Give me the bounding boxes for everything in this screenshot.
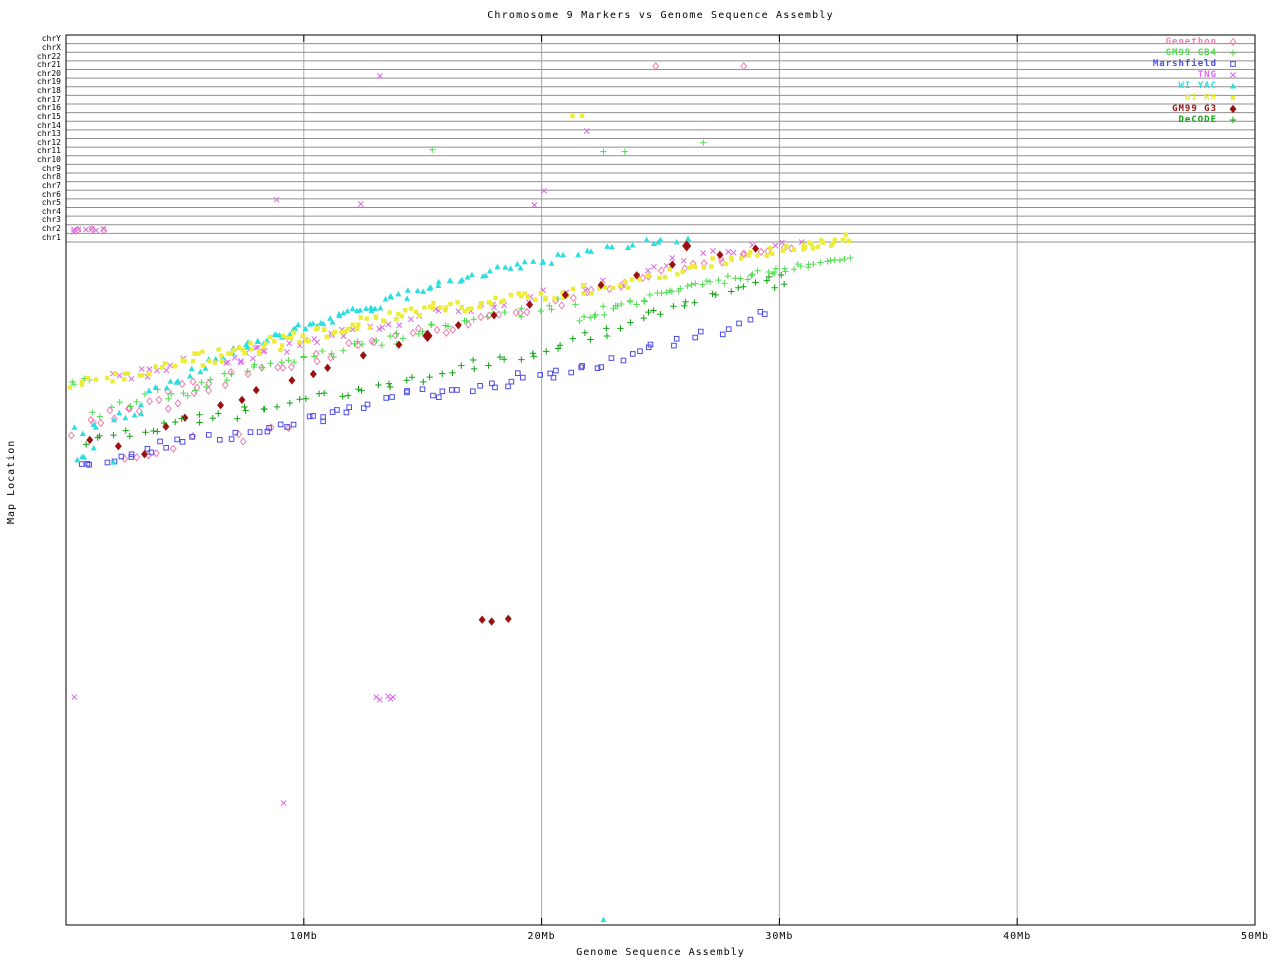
chart-title: Chromosome 9 Markers vs Genome Sequence … bbox=[487, 10, 834, 21]
legend-label: WI YAC bbox=[1178, 81, 1217, 92]
legend-item-wi-rh: WI RH bbox=[1153, 92, 1242, 103]
legend-label: Marshfield bbox=[1152, 58, 1217, 69]
x-axis-tick-label: 10Mb bbox=[289, 931, 318, 942]
y-axis-chrom-label: chr22 bbox=[36, 51, 61, 61]
legend-label: GM99 GB4 bbox=[1165, 47, 1217, 58]
legend-label: DeCODE bbox=[1178, 114, 1217, 125]
legend: Genethon GM99 GB4 Marshfield TNG WI YAC WI RH… bbox=[1153, 36, 1242, 126]
x-axis-label: Genome Sequence Assembly bbox=[576, 947, 745, 958]
legend-marker-icon bbox=[1230, 61, 1236, 67]
y-axis-chrom-label: chr20 bbox=[36, 68, 61, 78]
legend-marker-icon bbox=[1229, 49, 1237, 56]
y-axis-chrom-label: chr10 bbox=[36, 155, 61, 165]
legend-marker-icon bbox=[1229, 116, 1237, 124]
series-tng bbox=[70, 72, 805, 807]
y-axis-chrom-label: chr19 bbox=[36, 77, 61, 87]
legend-marker-icon bbox=[1230, 95, 1236, 100]
x-axis-tick-label: 40Mb bbox=[1003, 931, 1032, 942]
y-axis-chrom-label: chr5 bbox=[41, 198, 61, 208]
x-axis-tick-label: 50Mb bbox=[1240, 931, 1270, 942]
legend-label: Genethon bbox=[1165, 36, 1217, 47]
legend-label: GM99 G3 bbox=[1172, 103, 1217, 114]
legend-item-wi-yac: WI YAC bbox=[1153, 81, 1242, 92]
legend-item-gm99-gb4: GM99 GB4 bbox=[1153, 47, 1242, 58]
legend-label: WI RH bbox=[1184, 92, 1217, 103]
series-gm99-g3 bbox=[86, 240, 760, 626]
legend-item-tng: TNG bbox=[1153, 70, 1242, 81]
legend-item-gm99-g3: GM99 G3 bbox=[1153, 103, 1242, 114]
y-axis-chrom-label: chr21 bbox=[36, 60, 61, 70]
y-axis-chrom-label: chr17 bbox=[36, 94, 61, 104]
y-axis-chrom-label: chr18 bbox=[36, 86, 61, 96]
legend-item-genethon: Genethon bbox=[1153, 36, 1242, 47]
y-axis-chrom-label: chr9 bbox=[41, 163, 61, 173]
legend-marker-icon bbox=[1230, 72, 1236, 79]
y-axis-chrom-label: chr13 bbox=[36, 129, 61, 139]
y-axis-chrom-label: chr6 bbox=[41, 189, 61, 199]
y-axis-chrom-label: chr2 bbox=[41, 224, 61, 234]
x-axis-tick-label: 30Mb bbox=[765, 931, 794, 942]
y-axis-chrom-label: chr16 bbox=[36, 103, 61, 113]
y-axis-chrom-label: chr8 bbox=[41, 172, 61, 182]
series-marshfield bbox=[78, 308, 768, 468]
legend-marker-icon bbox=[1229, 104, 1237, 113]
y-axis-chrom-label: chr1 bbox=[41, 232, 61, 242]
y-axis-chrom-label: chr7 bbox=[41, 180, 61, 190]
y-axis-chrom-label: chr4 bbox=[41, 206, 61, 216]
series-wi-rh bbox=[67, 113, 851, 390]
y-axis-chrom-label: chr3 bbox=[41, 215, 61, 225]
legend-item-marshfield: Marshfield bbox=[1153, 58, 1242, 69]
legend-marker-icon bbox=[1229, 37, 1237, 46]
y-axis-chrom-label: chr12 bbox=[36, 137, 61, 147]
series-decode bbox=[82, 271, 788, 448]
y-axis-chrom-label: chr15 bbox=[36, 111, 61, 121]
y-axis-chrom-label: chr14 bbox=[36, 120, 61, 130]
x-axis-tick-label: 20Mb bbox=[527, 931, 556, 942]
legend-marker-icon bbox=[1230, 83, 1236, 89]
y-axis-chrom-label: chrY bbox=[41, 34, 61, 44]
y-axis-chrom-label: chr11 bbox=[36, 146, 61, 156]
y-axis-chrom-label: chrX bbox=[41, 42, 61, 52]
legend-label: TNG bbox=[1197, 70, 1217, 81]
series-gm99-gb4 bbox=[69, 139, 854, 420]
series-wi-yac bbox=[71, 235, 692, 923]
legend-item-decode: DeCODE bbox=[1153, 114, 1242, 125]
